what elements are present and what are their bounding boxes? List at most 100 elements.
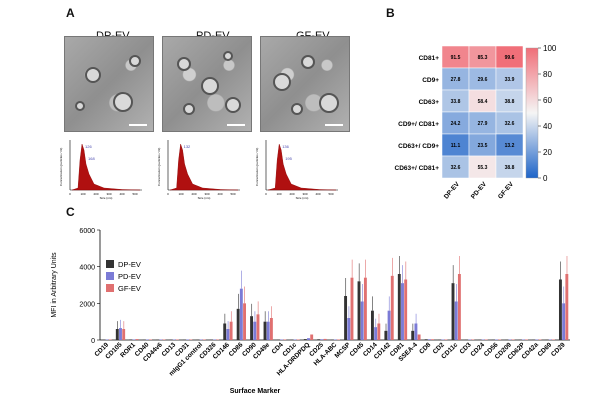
bar-pd-ev — [253, 321, 257, 340]
nta-tick: 0 — [167, 192, 169, 196]
nta-tick: 100 — [178, 192, 183, 196]
bar-x-label: Surface Marker — [230, 388, 281, 395]
bar-pd-ev — [293, 339, 297, 340]
bar-gf-ev — [363, 277, 367, 340]
nta-tick: 0 — [265, 192, 267, 196]
heatmap-row-label: CD63+ — [419, 99, 440, 106]
bar-pd-ev — [360, 301, 364, 340]
heatmap-cell-value: 27.8 — [451, 77, 461, 83]
bar-pd-ev — [454, 301, 458, 340]
bar-gf-ev — [135, 339, 139, 340]
bar-dp-ev — [384, 330, 388, 340]
bar-category-label: CD29 — [550, 341, 567, 358]
bar-gf-ev — [243, 303, 246, 340]
bar-gf-ev — [350, 277, 354, 340]
nta-tick: 500 — [328, 192, 333, 196]
heatmap-row-label: CD63+/ CD9+ — [398, 143, 439, 150]
bar-y-tick-label: 4000 — [79, 265, 95, 272]
nta-tick: 500 — [132, 192, 137, 196]
heatmap-cell-value: 85.3 — [478, 55, 488, 61]
scale-bar — [129, 124, 147, 126]
bar-gf-ev — [149, 339, 152, 340]
bar-category-label: CD45 — [349, 341, 366, 358]
heatmap-cell-value: 33.8 — [451, 99, 461, 105]
bar-pd-ev — [186, 339, 190, 340]
bar-pd-ev — [441, 339, 445, 340]
legend-swatch — [106, 284, 114, 292]
colorbar-tick-label: 0 — [543, 174, 548, 183]
bar-pd-ev — [280, 339, 284, 340]
bar-gf-ev — [202, 339, 206, 340]
bar-dp-ev — [102, 339, 106, 340]
bar-gf-ev — [108, 339, 112, 340]
bar-dp-ev — [518, 339, 522, 340]
bar-dp-ev — [558, 279, 562, 340]
bar-pd-ev — [481, 339, 485, 340]
nta-tick: 400 — [119, 192, 124, 196]
bar-dp-ev — [317, 339, 321, 340]
bar-gf-ev — [511, 339, 515, 340]
em-image-pd — [162, 36, 252, 132]
bar-dp-ev — [545, 339, 549, 340]
nta-curve — [71, 143, 141, 191]
bar-pd-ev — [401, 283, 404, 340]
bar-dp-ev — [182, 339, 186, 340]
colorbar-tick-label: 80 — [543, 70, 552, 79]
bar-pd-ev — [468, 339, 472, 340]
bar-gf-ev — [484, 339, 488, 340]
em-image-dp — [64, 36, 154, 132]
scale-bar — [227, 124, 245, 126]
heatmap-cell-value: 38.8 — [505, 99, 515, 105]
bar-category-label: CD24 — [469, 341, 486, 358]
heatmap-cell-value: 13.2 — [505, 143, 515, 149]
heatmap-cell-value: 33.9 — [505, 77, 515, 83]
bar-dp-ev — [156, 339, 160, 340]
nta-tick: 400 — [217, 192, 222, 196]
bar-gf-ev — [444, 339, 448, 340]
bar-dp-ev — [532, 339, 536, 340]
bar-gf-ev — [216, 339, 220, 340]
colorbar-tick-label: 20 — [543, 148, 552, 157]
bar-gf-ev — [337, 339, 340, 340]
bar-category-label: CD69 — [537, 341, 554, 358]
bar-gf-ev — [310, 334, 314, 340]
bar-pd-ev — [427, 339, 431, 340]
nta-tick: 100 — [276, 192, 281, 196]
bar-dp-ev — [397, 274, 401, 340]
nta-peak1-label: 136 — [282, 144, 289, 149]
bar-pd-ev — [374, 327, 378, 340]
heatmap-cell-value: 11.1 — [451, 143, 461, 149]
heatmap-cell-value: 24.2 — [451, 121, 461, 127]
bar-dp-ev — [464, 339, 468, 340]
bar-gf-ev — [323, 338, 327, 340]
bar-pd-ev — [119, 328, 122, 340]
bar-gf-ev — [565, 274, 569, 340]
bar-dp-ev — [115, 329, 119, 340]
bar-dp-ev — [250, 316, 254, 340]
nta-tick: 100 — [80, 192, 85, 196]
bar-category-label: CD86 — [228, 341, 245, 358]
nta-plot-0: Concentration (particles / ml) 0 100 200 300… — [59, 140, 142, 200]
bar-dp-ev — [478, 339, 482, 340]
heatmap-cell-value: 32.6 — [451, 165, 461, 171]
legend-label: DP-EV — [118, 260, 141, 269]
bar-dp-ev — [438, 339, 442, 340]
bar-pd-ev — [562, 303, 566, 340]
bar-dp-ev — [169, 339, 173, 340]
bar-dp-ev — [491, 339, 495, 340]
em-image-gf — [260, 36, 350, 132]
bar-pd-ev — [145, 339, 149, 340]
bar-y-tick-label: 0 — [91, 338, 95, 345]
nta-tick: 0 — [69, 192, 71, 196]
heatmap-row-label: CD9+/ CD81+ — [398, 121, 439, 128]
bar-gf-ev — [404, 279, 408, 340]
nta-tick: 300 — [106, 192, 111, 196]
colorbar — [525, 47, 539, 179]
bar-dp-ev — [424, 339, 428, 340]
bar-category-label: ROR1 — [119, 341, 137, 359]
bar-y-tick-label: 6000 — [79, 228, 95, 235]
bar-dp-ev — [303, 339, 307, 340]
nta-ylabel: Concentration (particles / ml) — [59, 148, 63, 186]
nta-curve — [267, 143, 337, 191]
